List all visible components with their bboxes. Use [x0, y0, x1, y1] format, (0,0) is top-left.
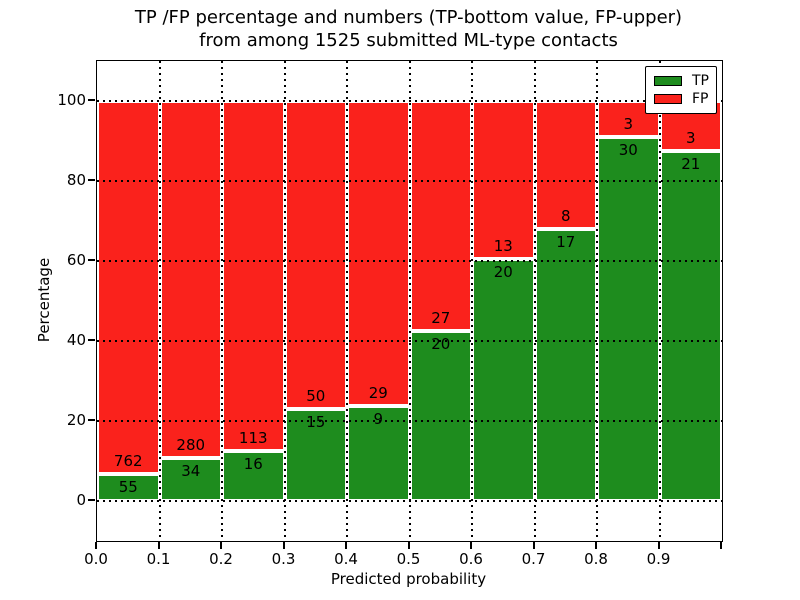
- fp-count-label: 762: [113, 452, 143, 471]
- plot-area: 762 55 280 34 113 16 50 15 29 9 27 20 13 20 8 17 3 30 3 21: [96, 60, 723, 542]
- x-tick-label: 0.1: [146, 550, 171, 568]
- fp-bar-segment: [222, 101, 285, 452]
- legend-label: TP: [692, 73, 709, 89]
- x-tick-mark: [470, 542, 472, 549]
- fp-bar-segment: [409, 101, 472, 331]
- y-tick-label: 80: [66, 171, 86, 189]
- x-tick-label: 0.4: [334, 550, 358, 568]
- tp-count-label: 17: [556, 233, 576, 251]
- tp-count-label: 20: [431, 334, 451, 353]
- x-tick-label: 0.5: [396, 550, 421, 568]
- tp-bar-segment: [97, 474, 160, 501]
- x-tick-mark: [595, 542, 597, 549]
- x-tick-mark: [532, 542, 535, 549]
- y-tick-mark: [88, 339, 95, 341]
- fp-bar-segment: [97, 101, 160, 475]
- fp-count-label: 3: [623, 115, 634, 134]
- chart-title: TP /FP percentage and numbers (TP-bottom…: [96, 6, 721, 52]
- fp-count-label: 13: [493, 236, 513, 255]
- fp-bar-segment: [159, 101, 222, 458]
- y-axis-label: Percentage: [35, 257, 53, 343]
- y-tick-mark: [88, 99, 95, 101]
- tp-count-label: 34: [181, 461, 201, 480]
- legend-label: FP: [692, 91, 709, 107]
- tp-bar-segment: [409, 330, 472, 501]
- legend: TP FP: [645, 66, 717, 114]
- fp-legend-swatch: [654, 94, 682, 104]
- x-tick-label: 0.7: [521, 550, 546, 568]
- tp-count-label: 16: [243, 455, 263, 474]
- v-gridline: [346, 61, 348, 541]
- x-tick-mark: [657, 542, 660, 549]
- x-axis-label: Predicted probability: [330, 570, 487, 588]
- x-tick-mark: [157, 542, 160, 549]
- tp-count-label: 55: [118, 478, 138, 497]
- x-tick-mark: [220, 542, 222, 549]
- fp-count-label: 280: [176, 435, 206, 454]
- v-gridline: [283, 61, 286, 541]
- x-tick-mark: [720, 542, 722, 549]
- x-tick-label: 0.8: [584, 550, 608, 568]
- legend-item-tp: TP: [646, 72, 716, 90]
- fp-count-label: 113: [238, 429, 268, 448]
- fp-count-label: 3: [685, 129, 696, 147]
- y-tick-mark: [88, 419, 95, 421]
- tp-count-label: 15: [306, 412, 326, 431]
- v-gridline: [408, 61, 411, 541]
- tp-count-label: 21: [681, 155, 701, 173]
- tp-count-label: 9: [373, 410, 384, 429]
- x-tick-mark: [282, 542, 285, 549]
- chart-title-line1: TP /FP percentage and numbers (TP-bottom…: [134, 7, 683, 28]
- v-gridline: [533, 61, 536, 541]
- tp-count-label: 30: [618, 141, 638, 160]
- tp-bar-segment: [659, 151, 722, 501]
- y-tick-label: 100: [57, 91, 86, 109]
- y-tick-label: 40: [66, 331, 86, 349]
- tp-bar-segment: [597, 137, 660, 501]
- x-tick-mark: [407, 542, 410, 549]
- tp-bar-segment: [472, 258, 535, 501]
- x-tick-label: 0.6: [459, 550, 483, 568]
- x-tick-label: 0.3: [271, 550, 296, 568]
- y-tick-mark: [88, 259, 95, 261]
- y-tick-label: 20: [66, 411, 86, 429]
- v-gridline: [658, 61, 661, 541]
- y-tick-mark: [88, 179, 95, 181]
- y-tick-label: 0: [76, 491, 86, 509]
- v-gridline: [221, 61, 223, 541]
- fp-count-label: 29: [368, 384, 388, 403]
- legend-item-fp: FP: [646, 90, 716, 108]
- x-tick-mark: [345, 542, 347, 549]
- y-tick-label: 60: [66, 251, 86, 269]
- x-tick-label: 0.2: [209, 550, 233, 568]
- x-tick-mark: [95, 542, 97, 549]
- fp-count-label: 8: [560, 207, 571, 225]
- tp-legend-swatch: [654, 76, 682, 86]
- chart-title-line2: from among 1525 submitted ML-type contac…: [199, 30, 618, 51]
- fp-bar-segment: [347, 101, 410, 407]
- v-gridline: [158, 61, 161, 541]
- y-tick-mark: [88, 499, 95, 501]
- v-gridline: [471, 61, 473, 541]
- tp-count-label: 20: [493, 262, 513, 281]
- x-tick-label: 0.9: [646, 550, 671, 568]
- fp-bar-segment: [284, 101, 347, 409]
- v-gridline: [596, 61, 598, 541]
- x-tick-label: 0.0: [84, 550, 108, 568]
- fp-count-label: 27: [431, 308, 451, 327]
- fp-count-label: 50: [306, 386, 326, 405]
- tp-bar-segment: [534, 229, 597, 501]
